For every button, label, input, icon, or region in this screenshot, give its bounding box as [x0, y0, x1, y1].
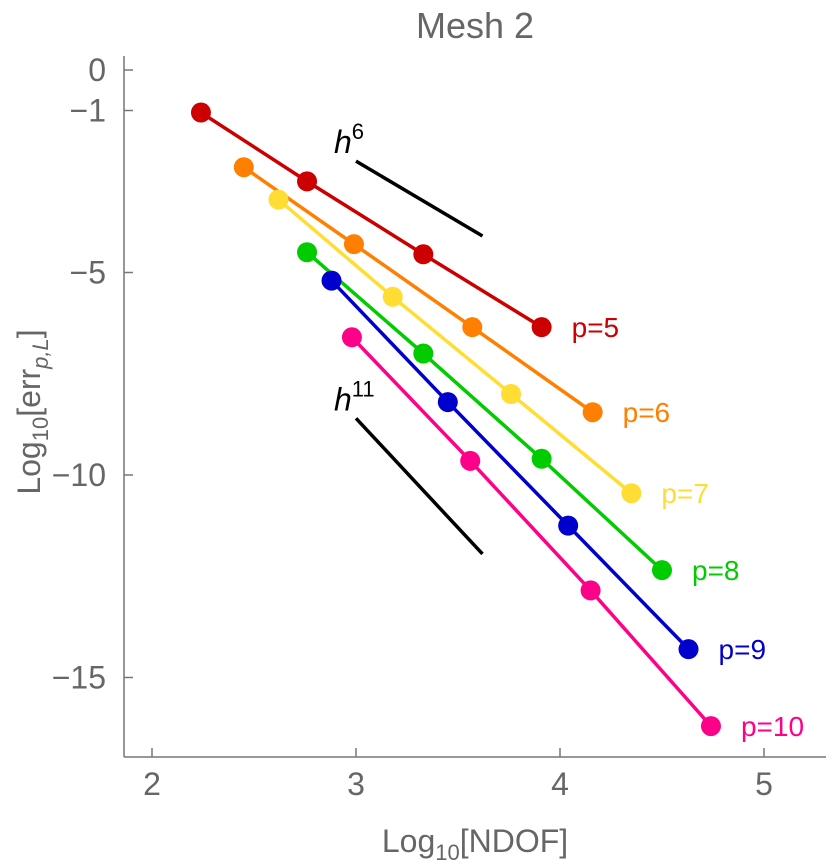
series-label-p9: p=9 [719, 634, 767, 665]
y-axis-label: Log10[errp,L] [11, 329, 53, 494]
x-tick-label: 4 [551, 766, 569, 802]
chart-title: Mesh 2 [416, 5, 534, 46]
data-point-p8 [531, 448, 552, 469]
y-tick-label: −5 [70, 255, 106, 291]
data-point-p10 [700, 716, 721, 737]
data-point-p5 [531, 317, 552, 338]
slope-markers: h6 h11 [334, 119, 484, 556]
data-point-p5 [297, 171, 318, 192]
data-point-p7 [621, 483, 642, 504]
series-line-p6 [242, 165, 594, 414]
data-point-p9 [558, 515, 579, 536]
x-axis-label: Log10[NDOF] [382, 823, 568, 860]
x-tick-label: 2 [143, 766, 161, 802]
y-tick-label: −1 [70, 93, 106, 129]
data-point-p6 [462, 317, 483, 338]
data-point-p10 [580, 580, 601, 601]
series-line-p7 [277, 198, 633, 495]
y-tick-label: −15 [52, 660, 106, 696]
data-point-p9 [678, 639, 699, 660]
axis-ticks: 2 3 4 5 0 −1 −5 −10 −15 [52, 52, 773, 802]
data-point-p10 [460, 450, 481, 471]
series-line-p9 [330, 279, 690, 651]
data-point-p10 [341, 327, 362, 348]
series-label-p6: p=6 [623, 397, 671, 428]
data-point-p7 [501, 384, 522, 404]
data-point-p9 [321, 270, 342, 291]
series-label-p7: p=7 [661, 478, 709, 509]
data-point-p5 [413, 244, 434, 265]
series-group: p=5 p=6 p=7 p=8 p=9 p=10 [190, 102, 804, 742]
series-label-p8: p=8 [692, 555, 740, 586]
slope-label-h6: h6 [334, 119, 364, 160]
data-point-p8 [297, 242, 318, 263]
data-point-p5 [190, 102, 211, 123]
x-tick-label: 3 [347, 766, 365, 802]
series-label-p10: p=10 [741, 711, 804, 742]
data-point-p6 [343, 234, 364, 255]
series-line-p5 [200, 111, 543, 329]
data-point-p7 [382, 286, 403, 307]
series-line-p8 [305, 250, 664, 572]
slope-line-h6 [355, 159, 484, 238]
data-point-p6 [233, 157, 254, 178]
axes [123, 56, 826, 758]
data-point-p6 [582, 402, 603, 423]
series-label-p5: p=5 [572, 312, 620, 343]
data-point-p8 [652, 560, 672, 581]
data-point-p8 [413, 343, 434, 364]
slope-label-h11: h11 [334, 376, 375, 417]
slope-line-h11 [354, 417, 484, 556]
y-tick-label: −10 [52, 457, 106, 493]
data-point-p9 [437, 392, 458, 413]
data-point-p7 [268, 189, 289, 210]
y-tick-label: 0 [88, 52, 106, 88]
x-tick-label: 5 [755, 766, 773, 802]
series-line-p10 [350, 336, 713, 728]
